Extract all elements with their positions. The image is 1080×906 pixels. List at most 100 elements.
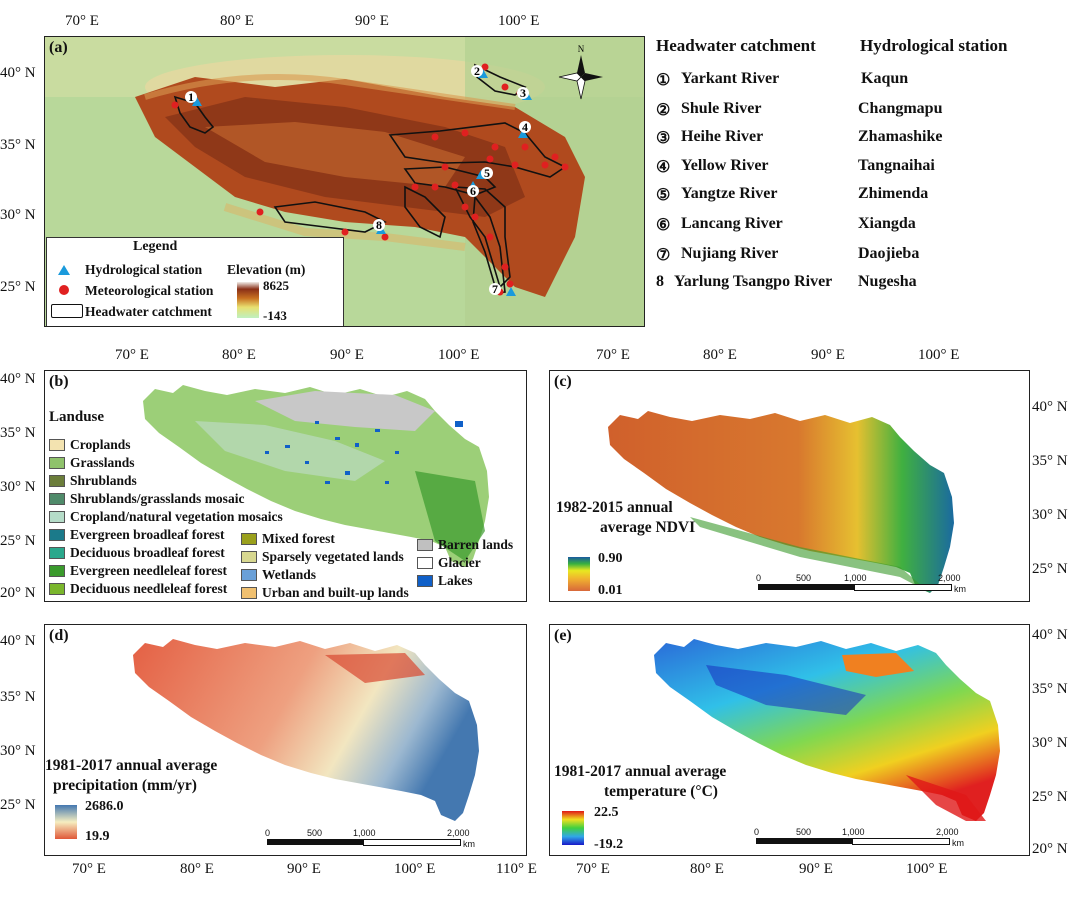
river-name: Yangtze River xyxy=(681,185,778,202)
temperature-map: (e) 1981-2017 annual average temperature… xyxy=(549,624,1030,856)
river-name: Yarkant River xyxy=(681,70,780,87)
tick-left: 30° N xyxy=(0,743,36,759)
landuse-swatch xyxy=(49,457,65,469)
marker-5: 5 xyxy=(484,166,490,180)
tick-right: 25° N xyxy=(1032,561,1068,577)
scale-label: 500 xyxy=(796,827,812,837)
tick-top: 90° E xyxy=(811,347,845,363)
ndvi-map-graphic xyxy=(608,411,954,593)
panel-d-letter: (d) xyxy=(49,627,69,644)
precip-cbar-min: 19.9 xyxy=(85,829,110,844)
landuse-legend-item: Barren lands xyxy=(417,537,513,553)
legend-meteo: Meteorological station xyxy=(85,283,214,298)
table-header-catchment: Headwater catchment xyxy=(656,36,816,55)
temp-cbar-min: -19.2 xyxy=(594,837,624,852)
landuse-swatch xyxy=(417,575,433,587)
row-number: ③ xyxy=(656,130,671,147)
tick-bottom: 70° E xyxy=(72,861,106,877)
tick-top: 70° E xyxy=(115,347,149,363)
landuse-label: Urban and built-up lands xyxy=(262,585,409,600)
tick-top: 80° E xyxy=(222,347,256,363)
landuse-legend-item: Evergreen broadleaf forest xyxy=(49,527,224,543)
legend-hydro: Hydrological station xyxy=(85,262,203,277)
row-number: ④ xyxy=(656,159,671,176)
landuse-label: Grasslands xyxy=(70,455,135,470)
row-number: ⑤ xyxy=(656,187,671,204)
tick-left: 25° N xyxy=(0,797,36,813)
landuse-swatch xyxy=(49,493,65,505)
precip-cbar-max: 2686.0 xyxy=(85,799,124,814)
landuse-label: Sparsely vegetated lands xyxy=(262,549,404,564)
landuse-label: Deciduous broadleaf forest xyxy=(70,545,225,560)
tick-top: 100° E xyxy=(498,13,540,29)
landuse-swatch xyxy=(49,439,65,451)
river-name: Lancang River xyxy=(681,215,783,232)
precipitation-map: (d) 1981-2017 annual average precipitati… xyxy=(44,624,527,856)
ndvi-colorbar xyxy=(568,557,590,591)
legend-catch: Headwater catchment xyxy=(85,304,212,319)
tick-left: 30° N xyxy=(0,207,36,223)
marker-8: 8 xyxy=(376,218,382,232)
station-name: Changmapu xyxy=(858,100,943,117)
landuse-label: Lakes xyxy=(438,573,473,588)
station-name: Zhamashike xyxy=(858,128,943,145)
station-name: Daojieba xyxy=(858,245,920,262)
landuse-legend-item: Wetlands xyxy=(241,567,316,583)
table-header-station: Hydrological station xyxy=(860,36,1008,55)
landuse-legend-item: Sparsely vegetated lands xyxy=(241,549,404,565)
legend-elev-min: -143 xyxy=(263,308,287,323)
tick-bottom: 100° E xyxy=(906,861,948,877)
temp-colorbar xyxy=(562,811,584,845)
tick-bottom: 70° E xyxy=(576,861,610,877)
landuse-swatch xyxy=(241,569,257,581)
landuse-swatch xyxy=(241,533,257,545)
scale-label: 0 xyxy=(756,573,762,583)
landuse-legend-item: Evergreen needleleaf forest xyxy=(49,563,227,579)
scale-label: 1,000 xyxy=(353,828,376,838)
ndvi-cbar-max: 0.90 xyxy=(598,551,623,566)
landuse-legend-item: Croplands xyxy=(49,437,131,453)
landuse-map-graphic xyxy=(143,385,489,567)
hydro-station-icon xyxy=(58,265,70,275)
temperature-map-graphic xyxy=(654,639,1000,821)
landuse-legend-item: Grasslands xyxy=(49,455,135,471)
tick-left: 40° N xyxy=(0,65,36,81)
compass-icon: N xyxy=(558,44,603,100)
marker-6: 6 xyxy=(470,184,476,198)
tick-right: 40° N xyxy=(1032,627,1068,643)
tick-right: 20° N xyxy=(1032,841,1068,857)
row-number: ① xyxy=(656,72,671,89)
landuse-legend-item: Glacier xyxy=(417,555,481,571)
precip-title-line1: 1981-2017 annual average xyxy=(45,757,218,774)
scale-unit: km xyxy=(954,584,966,594)
landuse-label: Shrublands/grasslands mosaic xyxy=(70,491,245,506)
scale-unit: km xyxy=(952,838,964,848)
marker-2: 2 xyxy=(474,64,480,78)
precip-colorbar xyxy=(55,805,77,839)
row-number: ② xyxy=(656,102,671,119)
tick-left: 25° N xyxy=(0,279,36,295)
scale-label: 2,000 xyxy=(936,827,959,837)
temp-title-line1: 1981-2017 annual average xyxy=(554,763,727,780)
station-name: Xiangda xyxy=(858,215,916,232)
scale-label: 2,000 xyxy=(447,828,470,838)
landuse-legend-item: Cropland/natural vegetation mosaics xyxy=(49,509,283,525)
landuse-label: Wetlands xyxy=(262,567,317,582)
landuse-label: Cropland/natural vegetation mosaics xyxy=(70,509,283,524)
meteo-station-icon xyxy=(59,285,69,295)
tick-left: 40° N xyxy=(0,371,36,387)
legend-elev-title: Elevation (m) xyxy=(227,262,306,277)
landuse-swatch xyxy=(49,565,65,577)
ndvi-title-line2: average NDVI xyxy=(600,519,696,536)
landuse-legend-item: Deciduous broadleaf forest xyxy=(49,545,225,561)
landuse-legend-item: Lakes xyxy=(417,573,473,589)
scale-label: 0 xyxy=(265,828,271,838)
tick-right: 30° N xyxy=(1032,735,1068,751)
elevation-legend: Legend Hydrological station Meteorologic… xyxy=(46,237,344,326)
tick-bottom: 100° E xyxy=(394,861,436,877)
landuse-swatch xyxy=(241,587,257,599)
landuse-swatch xyxy=(49,511,65,523)
river-name: Shule River xyxy=(681,100,762,117)
tick-top: 100° E xyxy=(918,347,960,363)
landuse-swatch xyxy=(49,475,65,487)
